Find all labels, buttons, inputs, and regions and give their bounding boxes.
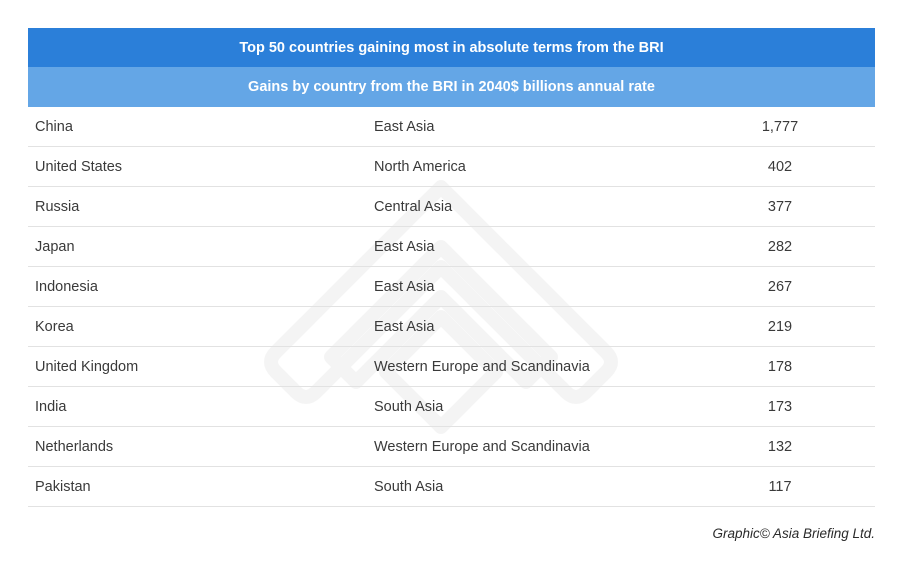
value-cell: 377 (767, 198, 793, 215)
region-cell: East Asia (374, 318, 435, 335)
table-row: Korea East Asia 219 (28, 307, 875, 347)
table-row: Russia Central Asia 377 (28, 187, 875, 227)
value-cell: 117 (768, 478, 792, 495)
country-cell: Russia (35, 198, 80, 215)
table-subtitle-text: Gains by country from the BRI in 2040$ b… (248, 79, 655, 95)
value-cell: 402 (767, 158, 793, 175)
table-row: Pakistan South Asia 117 (28, 467, 875, 507)
region-cell: Western Europe and Scandinavia (374, 358, 590, 375)
table-row: United States North America 402 (28, 147, 875, 187)
region-cell: East Asia (374, 238, 435, 255)
table-row: United Kingdom Western Europe and Scandin… (28, 347, 875, 387)
region-cell: East Asia (374, 118, 435, 135)
region-cell: South Asia (374, 398, 444, 415)
country-cell: China (35, 118, 73, 135)
table-row: China East Asia 1,777 (28, 107, 875, 147)
region-cell: Central Asia (374, 198, 453, 215)
table-row: Indonesia East Asia 267 (28, 267, 875, 307)
value-cell: 178 (767, 358, 793, 375)
table-body: China East Asia 1,777 United States North Am… (28, 107, 875, 507)
table-row: India South Asia 173 (28, 387, 875, 427)
country-cell: Indonesia (35, 278, 98, 295)
country-cell: India (35, 398, 67, 415)
table-row: Japan East Asia 282 (28, 227, 875, 267)
value-cell: 282 (767, 238, 793, 255)
table-subtitle: Gains by country from the BRI in 2040$ b… (28, 67, 875, 107)
table-row: Netherlands Western Europe and Scandinavi… (28, 427, 875, 467)
country-cell: Netherlands (35, 438, 114, 455)
value-cell: 173 (767, 398, 793, 415)
country-cell: United States (35, 158, 123, 175)
table-title: Top 50 countries gaining most in absolut… (28, 28, 875, 67)
country-cell: Korea (35, 318, 74, 335)
country-cell: Japan (35, 238, 75, 255)
value-cell: 132 (767, 438, 793, 455)
country-cell: Pakistan (35, 478, 91, 495)
value-cell: 1,777 (761, 118, 799, 135)
value-cell: 219 (767, 318, 793, 335)
watermark-logo (264, 180, 618, 434)
table-container: Top 50 countries gaining most in absolut… (28, 28, 875, 507)
region-cell: East Asia (374, 278, 435, 295)
credit-text: Graphic© Asia Briefing Ltd. (712, 526, 875, 541)
country-cell: United Kingdom (35, 358, 139, 375)
table-title-text: Top 50 countries gaining most in absolut… (239, 39, 664, 56)
value-cell: 267 (767, 278, 793, 295)
region-cell: North America (374, 158, 466, 175)
region-cell: South Asia (374, 478, 444, 495)
region-cell: Western Europe and Scandinavia (374, 438, 590, 455)
